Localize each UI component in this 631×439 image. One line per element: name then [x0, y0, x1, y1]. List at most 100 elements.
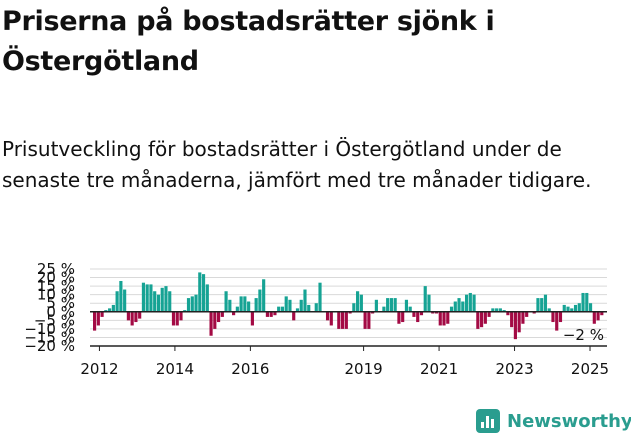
bar: [382, 306, 386, 312]
bar: [573, 304, 578, 312]
bar: [457, 298, 461, 312]
bar: [502, 310, 506, 312]
bar: [269, 311, 273, 317]
brand-logo[interactable]: Newsworthy: [476, 404, 631, 438]
bar: [483, 311, 487, 324]
bar: [517, 311, 521, 333]
bar: [570, 308, 574, 312]
bar: [472, 294, 476, 312]
y-tick-label: 25 %: [37, 260, 75, 278]
bar: [277, 306, 281, 312]
y-tick-label: 15 %: [37, 277, 75, 295]
bar: [288, 299, 292, 312]
bar: [404, 299, 409, 312]
bar: [506, 311, 510, 316]
y-tick-label: −10 %: [24, 320, 75, 338]
bar: [303, 289, 307, 312]
bar: [401, 311, 405, 323]
bar: [393, 298, 397, 312]
bar: [532, 311, 536, 314]
bar: [280, 306, 285, 312]
y-tick-label: 10 %: [37, 286, 75, 304]
bar: [205, 284, 209, 312]
bar: [171, 311, 176, 326]
bar: [408, 306, 412, 312]
bar: [588, 303, 593, 312]
bar: [164, 286, 168, 312]
bar: [201, 274, 206, 312]
bar: [123, 289, 127, 312]
bar: [179, 311, 183, 321]
bar: [186, 298, 191, 312]
bar: [247, 301, 251, 312]
bar: [134, 311, 138, 323]
bar: [367, 311, 371, 329]
bar: [141, 282, 146, 312]
y-tick-label: 0 %: [46, 303, 75, 321]
chart-subtitle: Prisutveckling för bostadsrätter i Öster…: [2, 137, 592, 192]
bar: [258, 289, 262, 312]
y-tick-label: 5 %: [46, 294, 75, 312]
bar: [427, 294, 431, 312]
bar: [566, 306, 570, 312]
x-tick-label: 2019: [345, 360, 383, 378]
bar: [464, 294, 469, 312]
bar: [307, 304, 311, 312]
bar: [510, 311, 514, 328]
bar: [491, 308, 495, 312]
bar: [397, 311, 401, 324]
bar: [476, 311, 480, 329]
bar: [156, 294, 161, 312]
bar: [254, 298, 258, 312]
bar: [577, 303, 581, 312]
bar: [371, 311, 375, 314]
bar: [115, 291, 119, 312]
bar: [596, 311, 600, 321]
x-tick-label: 2021: [420, 360, 458, 378]
x-tick-label: 2016: [231, 360, 269, 378]
bar: [356, 291, 360, 312]
bar: [100, 311, 104, 317]
newsworthy-logo-icon: [476, 409, 500, 433]
bar: [220, 311, 224, 317]
bar: [495, 308, 499, 312]
bar: [119, 280, 123, 312]
bar: [284, 296, 288, 312]
bar: [412, 311, 416, 317]
bar: [547, 308, 551, 312]
bar: [340, 311, 345, 329]
y-tick-label: 20 %: [37, 269, 75, 287]
x-tick-label: 2012: [80, 360, 118, 378]
bar: [449, 306, 454, 312]
bar: [434, 311, 439, 314]
bar: [138, 311, 142, 319]
bar: [314, 303, 318, 312]
bar: [190, 296, 194, 312]
bar: [160, 287, 164, 312]
bar: [562, 304, 566, 312]
bar: [318, 282, 322, 312]
bar: [600, 311, 604, 316]
x-axis-ticks: 2012 2014 2016 2019 2021 2023 2025: [80, 346, 609, 378]
bar: [374, 299, 378, 312]
bar: [168, 291, 172, 312]
bar: [551, 311, 555, 323]
bar: [224, 291, 228, 312]
bar: [442, 311, 446, 326]
bar: [543, 294, 548, 312]
bar: [265, 311, 269, 317]
bar: [386, 298, 390, 312]
bar: [175, 311, 179, 326]
bar: [262, 279, 266, 312]
chart-title: Priserna på bostadsrätter sjönk i Österg…: [2, 6, 495, 77]
bar: [108, 308, 112, 312]
bar: [344, 311, 348, 329]
bar: [183, 310, 187, 312]
bar: [363, 311, 367, 329]
bar: [194, 294, 198, 312]
bar: [498, 308, 502, 312]
bar: [446, 311, 450, 324]
bar: [453, 301, 457, 312]
bar: [581, 292, 585, 312]
x-tick-label: 2014: [156, 360, 194, 378]
